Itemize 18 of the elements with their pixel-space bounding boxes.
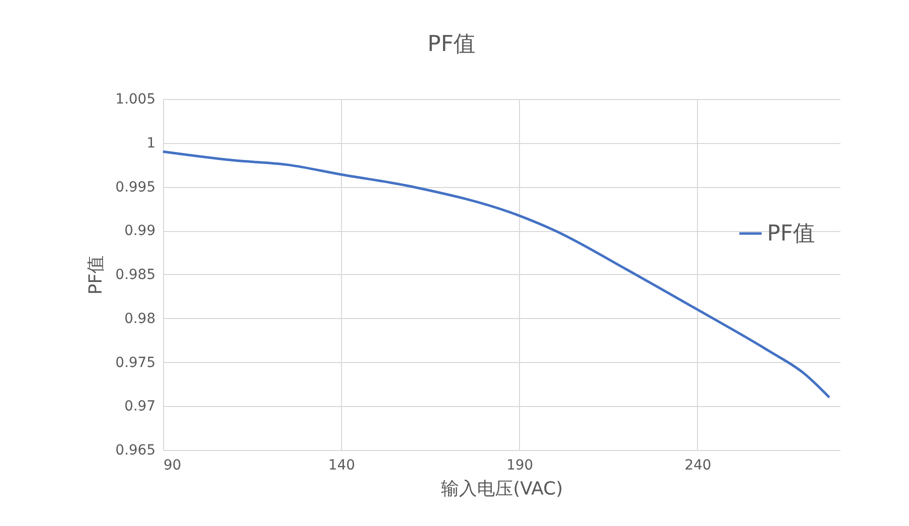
legend-label: PF值 bbox=[767, 222, 815, 246]
x-axis-title: 输入电压(VAC) bbox=[441, 478, 563, 500]
y-tick-label: 0.98 bbox=[124, 310, 156, 327]
x-tick-label: 140 bbox=[328, 458, 356, 474]
y-tick-label: 0.975 bbox=[115, 354, 156, 371]
line-series bbox=[162, 150, 831, 399]
chart-title: PF值 bbox=[428, 32, 476, 57]
y-tick-label: 1.005 bbox=[115, 92, 156, 108]
y-tick-label: 0.97 bbox=[124, 398, 156, 415]
y-axis-title: PF值 bbox=[85, 255, 106, 295]
x-tick-label: 190 bbox=[506, 458, 534, 474]
x-tick-label: 240 bbox=[684, 458, 712, 474]
y-tick-label: 0.995 bbox=[115, 179, 156, 196]
y-tick-label: 0.965 bbox=[115, 442, 156, 458]
x-tick-label: 90 bbox=[164, 458, 182, 474]
y-tick-label: 0.99 bbox=[124, 223, 156, 240]
y-tick-label: 1 bbox=[146, 135, 156, 152]
y-tick-label: 0.985 bbox=[115, 267, 156, 283]
